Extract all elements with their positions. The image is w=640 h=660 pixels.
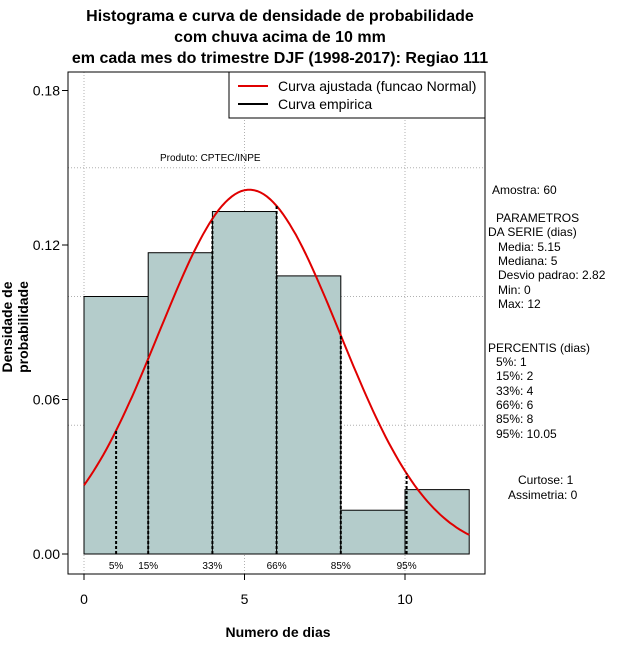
- histogram-bar-4: [276, 275, 342, 555]
- x-axis-label: Numero de dias: [225, 624, 331, 640]
- stat-min: Min: 0: [498, 283, 531, 297]
- stat-mediana: Mediana: 5: [498, 254, 558, 268]
- chart-title-line-2: com chuva acima de 10 mm: [174, 29, 386, 46]
- stat-p33: 33%: 4: [496, 384, 534, 398]
- legend-box: [228, 71, 486, 119]
- stat-p5: 5%: 1: [496, 355, 527, 369]
- y-tick-label-2: 0.06: [33, 392, 60, 408]
- stat-p15: 15%: 2: [496, 369, 534, 383]
- percentis-title: PERCENTIS (dias): [488, 341, 591, 355]
- percentile-label-5: 85%: [331, 561, 351, 572]
- stat-assimetria: Assimetria: 0: [508, 488, 578, 502]
- percentile-label-6: 95%: [397, 561, 417, 572]
- x-tick-label-2: 5: [241, 591, 249, 607]
- x-tick-label-3: 10: [397, 591, 413, 607]
- percentile-label-4: 66%: [267, 561, 287, 572]
- legend-label-empirical: Curva empirica: [278, 96, 372, 112]
- stat-p85: 85%: 8: [496, 412, 534, 426]
- histogram-bar-6: [404, 489, 470, 555]
- stat-desvio: Desvio padrao: 2.82: [498, 268, 606, 282]
- chart-title-line-3: em cada mes do trimestre DJF (1998-2017)…: [71, 50, 489, 67]
- histogram-bar-5: [340, 509, 406, 555]
- percentile-label-3: 33%: [202, 561, 222, 572]
- histogram-bar-2: [147, 252, 213, 555]
- histogram-bar-1: [83, 296, 149, 555]
- percentile-label-2: 15%: [138, 561, 158, 572]
- legend-label-normal: Curva ajustada (funcao Normal): [278, 78, 476, 94]
- x-tick-label-1: 0: [80, 591, 88, 607]
- stat-max: Max: 12: [498, 297, 541, 311]
- y-tick-label-1: 0.00: [33, 546, 60, 562]
- stat-params-title-1: PARAMETROS: [496, 211, 580, 225]
- stat-media: Media: 5.15: [498, 240, 561, 254]
- stat-amostra: Amostra: 60: [492, 183, 557, 197]
- percentile-label-1: 5%: [109, 561, 124, 572]
- stat-curtose: Curtose: 1: [518, 473, 574, 487]
- stat-params-title-2: DA SERIE (dias): [488, 225, 577, 239]
- credit-text: Produto: CPTEC/INPE: [160, 153, 261, 164]
- stat-p95: 95%: 10.05: [496, 427, 557, 441]
- y-tick-label-3: 0.12: [33, 237, 60, 253]
- y-tick-label-4: 0.18: [33, 83, 60, 99]
- histogram-bar-3: [211, 211, 278, 555]
- stat-p66: 66%: 6: [496, 398, 534, 412]
- chart-title-line-1: Histograma e curva de densidade de proba…: [86, 8, 474, 25]
- y-axis-label: Densidade de probabilidade: [0, 281, 31, 373]
